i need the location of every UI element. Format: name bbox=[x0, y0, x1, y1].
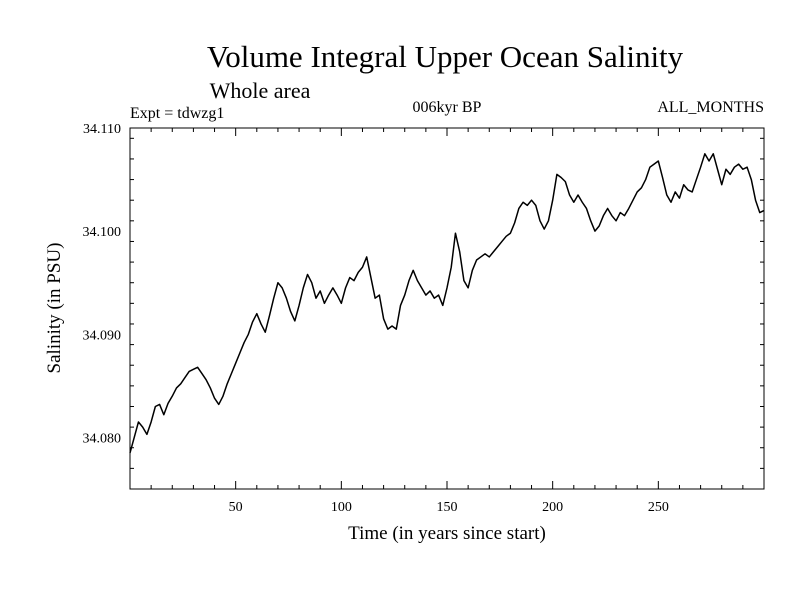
x-tick-label: 100 bbox=[331, 500, 352, 515]
experiment-label: Expt = tdwzg1 bbox=[130, 105, 224, 122]
y-tick-label: 34.080 bbox=[83, 431, 122, 446]
plot-frame bbox=[129, 127, 765, 490]
axis-ticks bbox=[130, 128, 764, 489]
series-line-salinity bbox=[129, 153, 765, 454]
chart-subtitle: Whole area bbox=[210, 78, 311, 103]
x-tick-labels: 50 100 150 200 250 bbox=[229, 500, 669, 515]
y-tick-labels: 34.080 34.090 34.100 34.110 bbox=[83, 122, 122, 446]
x-tick-label: 250 bbox=[648, 500, 669, 515]
x-tick-label: 150 bbox=[437, 500, 458, 515]
chart-title: Volume Integral Upper Ocean Salinity bbox=[207, 39, 684, 74]
y-tick-label: 34.100 bbox=[83, 225, 122, 240]
x-tick-label: 50 bbox=[229, 500, 243, 515]
x-axis-label: Time (in years since start) bbox=[348, 523, 546, 544]
y-tick-label: 34.090 bbox=[83, 328, 122, 343]
y-axis-label: Salinity (in PSU) bbox=[44, 243, 65, 374]
y-tick-label: 34.110 bbox=[83, 122, 121, 137]
x-tick-label: 200 bbox=[542, 500, 563, 515]
period-label: 006kyr BP bbox=[413, 99, 482, 116]
months-label: ALL_MONTHS bbox=[657, 99, 764, 116]
